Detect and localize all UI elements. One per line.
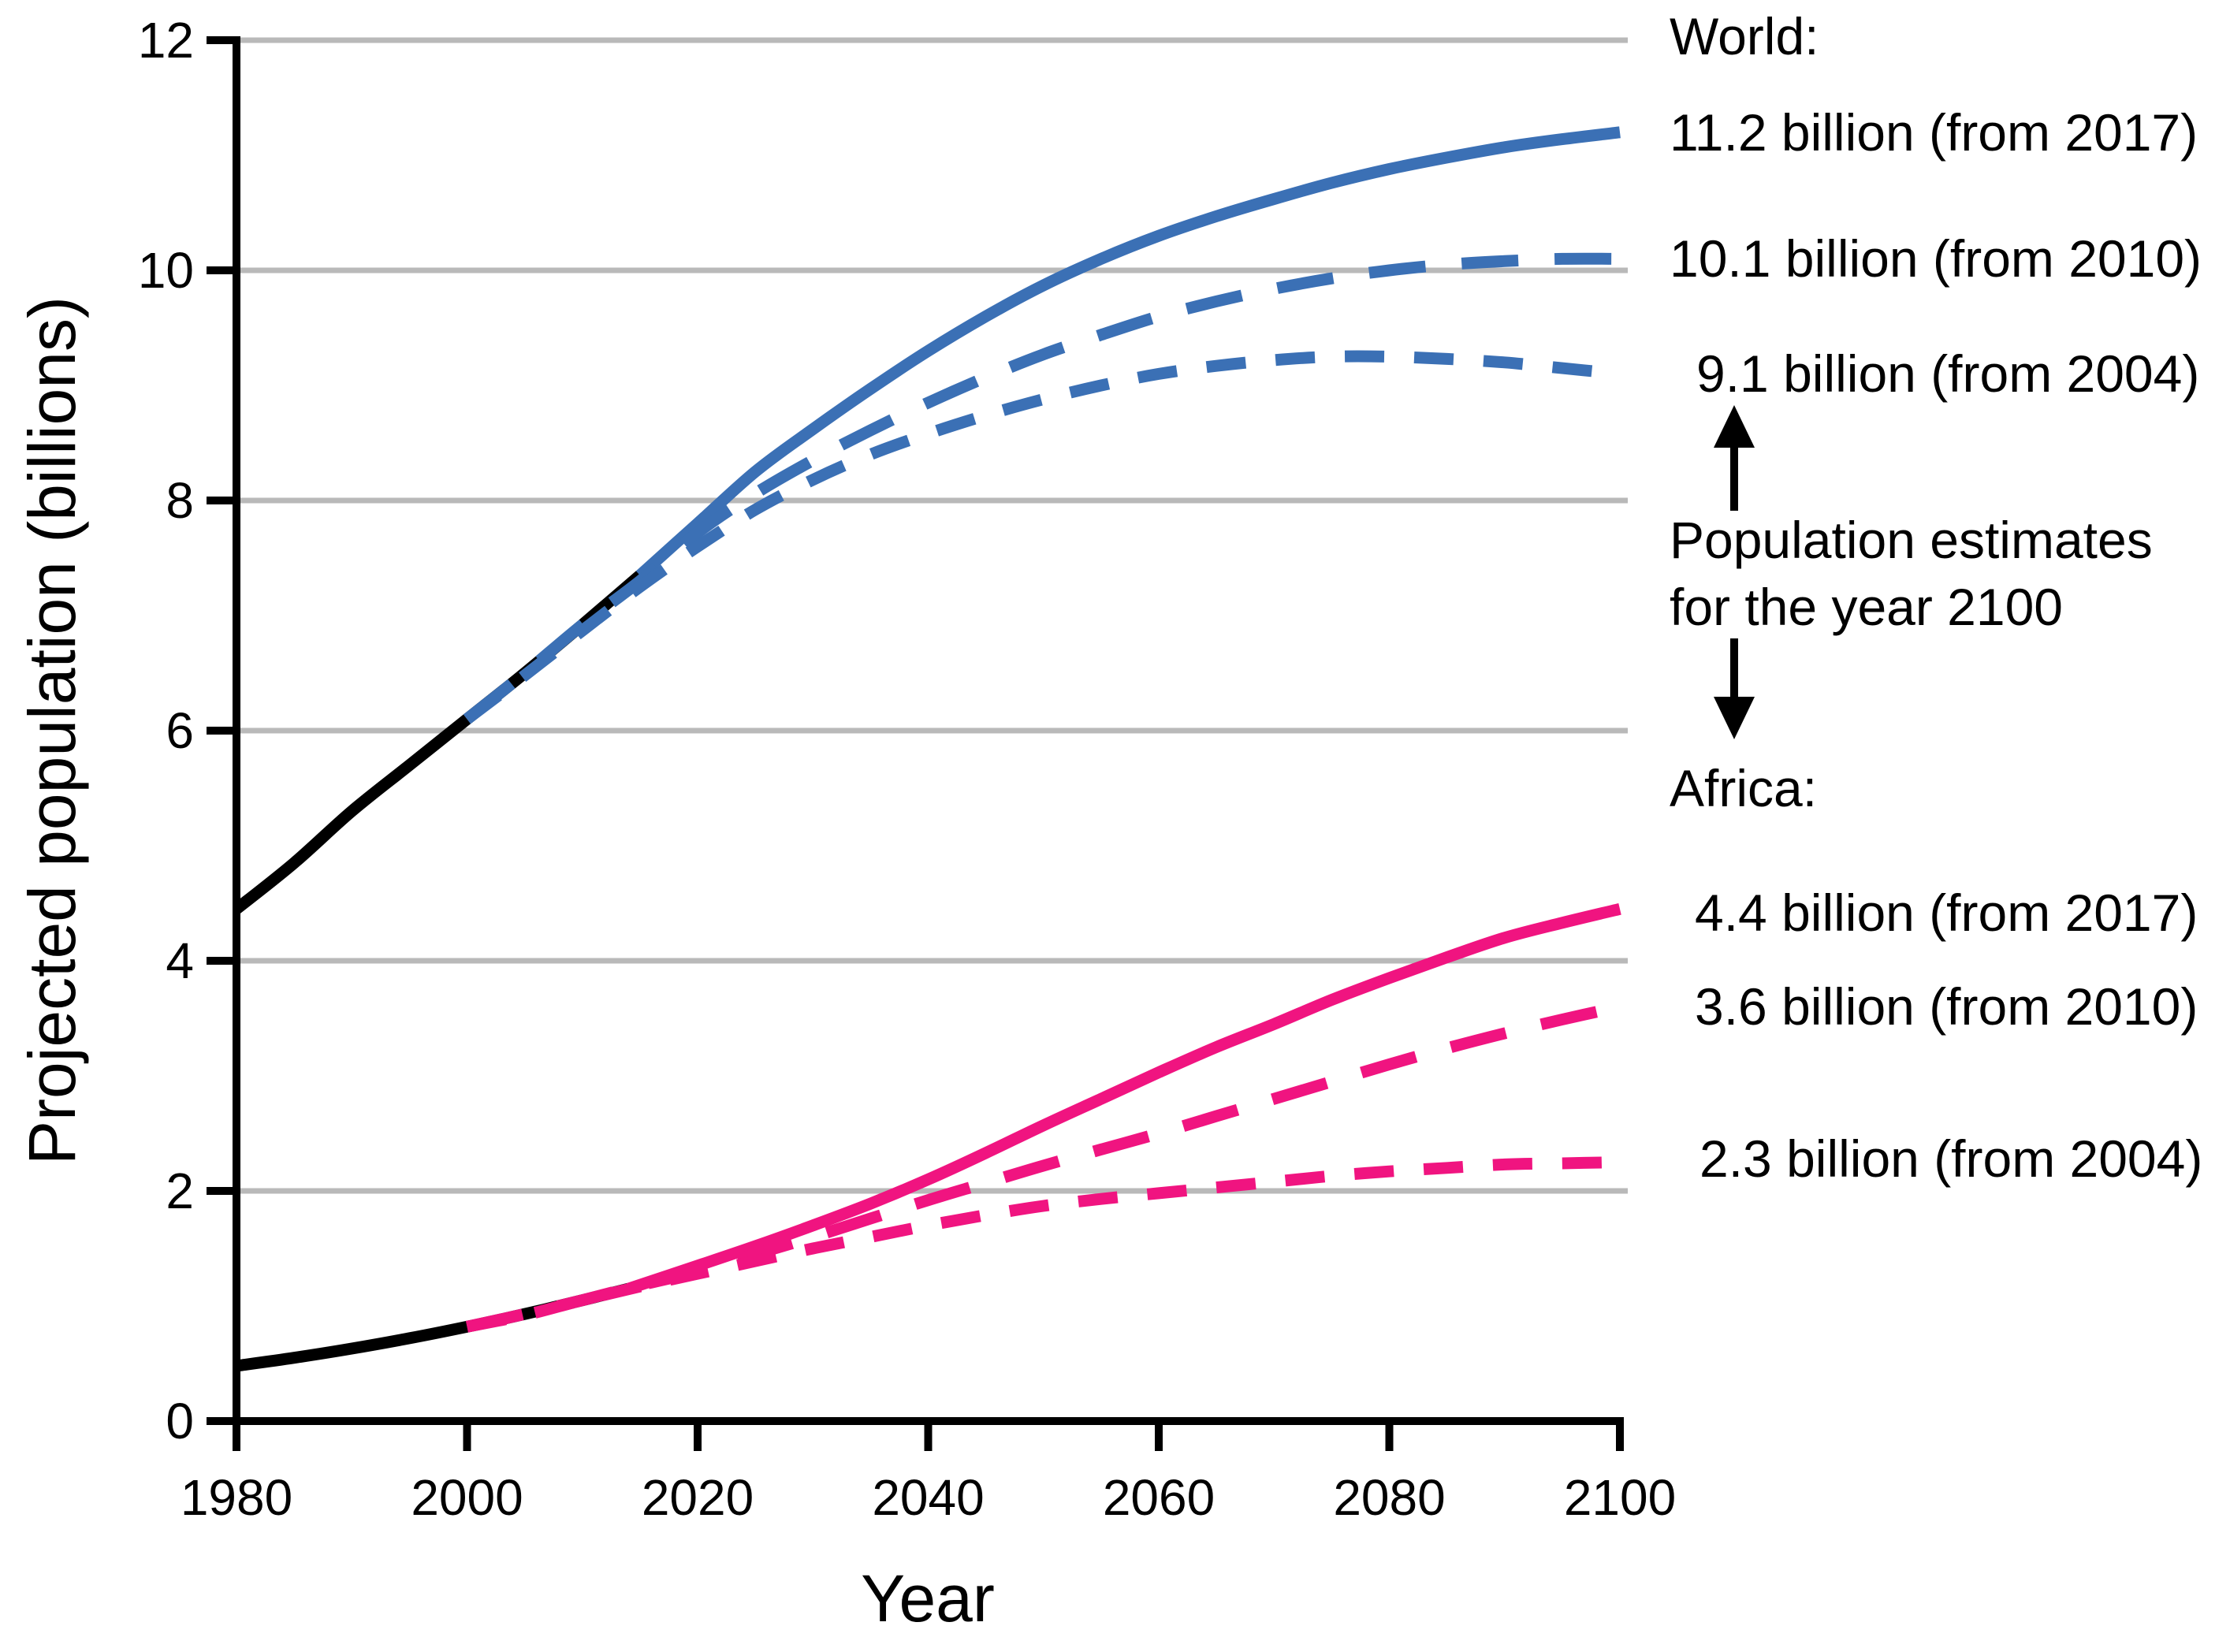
y-tick-label-8: 8 (166, 472, 194, 529)
x-tick-label-2100: 2100 (1564, 1469, 1676, 1526)
world-2010-value-label: 10.1 billion (from 2010) (1670, 229, 2202, 288)
y-tick-label-6: 6 (166, 702, 194, 759)
x-tick-label-2040: 2040 (872, 1469, 984, 1526)
x-tick-label-2080: 2080 (1333, 1469, 1445, 1526)
world-annotations: World: 11.2 billion (from 2017) 10.1 bil… (1670, 7, 2202, 403)
x-tick-label-1980: 1980 (181, 1469, 292, 1526)
axes (207, 36, 1624, 1451)
series-1-world-projection-2017-revision-11-2-billion-in-2100- (635, 126, 1621, 580)
series-7-africa-projection-2004-revision-2-3-billion-in-2100- (465, 1156, 1621, 1333)
x-tick-label-2020: 2020 (642, 1469, 754, 1526)
y-tick-label-2: 2 (166, 1163, 194, 1219)
world-header-label: World: (1670, 7, 1819, 65)
y-tick-label-10: 10 (138, 242, 194, 299)
tick-labels: 0 2 4 6 8 10 12 1980 2000 2020 2040 2060 2080 2100 (138, 12, 1676, 1526)
series-5-africa-projection-2017-revision-4-4-billion-in-2100- (626, 903, 1621, 1295)
y-tick-label-4: 4 (166, 932, 194, 989)
y-tick-label-12: 12 (138, 12, 194, 69)
data-series (233, 126, 1621, 1372)
series-6-africa-projection-2010-revision-3-6-billion-in-2100- (465, 1001, 1621, 1333)
x-tick-label-2060: 2060 (1103, 1469, 1215, 1526)
series-2-world-projection-2010-revision-10-1-billion-in-2100- (463, 252, 1621, 724)
africa-annotations: Africa: 4.4 billion (from 2017) 3.6 bill… (1670, 759, 2202, 1188)
world-2017-value-label: 11.2 billion (from 2017) (1670, 103, 2198, 162)
y-tick-label-0: 0 (166, 1393, 194, 1449)
series-3-world-projection-2004-revision-9-1-billion-in-2100- (463, 350, 1621, 724)
estimates-note-line1: Population estimates (1670, 511, 2153, 569)
africa-2017-value-label: 4.4 billion (from 2017) (1695, 884, 2198, 942)
x-axis-title: Year (861, 1561, 995, 1635)
gridlines (236, 37, 1628, 1194)
y-axis-title: Projected population (billions) (15, 296, 89, 1165)
down-arrow-icon (1714, 638, 1755, 739)
x-tick-label-2000: 2000 (411, 1469, 523, 1526)
up-arrow-icon (1714, 405, 1755, 511)
africa-header-label: Africa: (1670, 759, 1817, 817)
estimates-note: Population estimates for the year 2100 (1670, 405, 2153, 739)
africa-2004-value-label: 2.3 billion (from 2004) (1699, 1129, 2202, 1188)
world-2004-value-label: 9.1 billion (from 2004) (1696, 344, 2199, 403)
estimates-note-line2: for the year 2100 (1670, 578, 2063, 636)
africa-2010-value-label: 3.6 billion (from 2010) (1695, 977, 2198, 1036)
